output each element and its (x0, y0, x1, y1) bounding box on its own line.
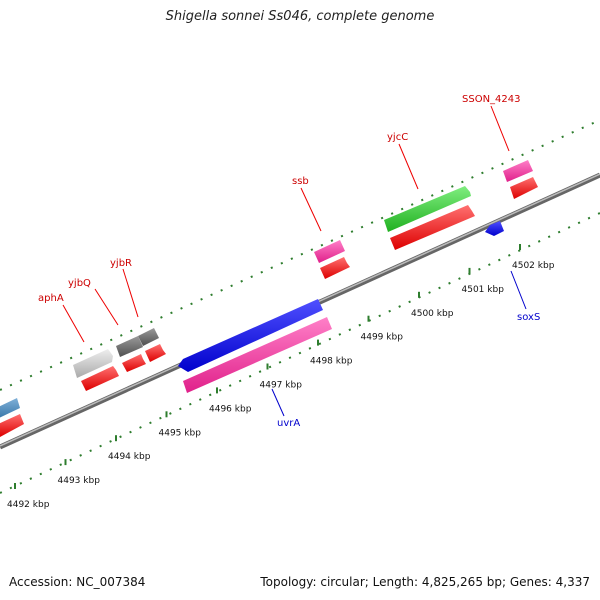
gene-label-soxS: soxS (517, 312, 540, 323)
accession-text: Accession: NC_007384 (9, 575, 146, 589)
feature-arrow-yjcC[interactable] (384, 186, 471, 232)
ruler-label: 4502 kbp (512, 261, 555, 271)
cds-arrow-SSON_4243[interactable] (510, 177, 538, 199)
cds-arrow-yjbQ[interactable] (122, 354, 146, 372)
topology-text: Topology: circular; Length: 4,825,265 bp… (260, 575, 590, 589)
gene-label-uvrA: uvrA (277, 418, 300, 429)
ruler-label: 4498 kbp (310, 357, 353, 367)
cds-arrow-edge-left (0, 414, 24, 437)
ruler-label: 4494 kbp (108, 452, 151, 462)
ruler-label: 4500 kbp (411, 309, 454, 319)
reverse-tick-track (0, 212, 600, 494)
feature-arrow-aphA[interactable] (73, 349, 113, 378)
label-leaders (62, 105, 527, 417)
feature-arrow-yjbR[interactable] (138, 328, 159, 346)
ruler-label: 4495 kbp (159, 428, 202, 438)
feature-arrow-soxS[interactable] (485, 221, 504, 236)
cds-arrow-yjbR[interactable] (145, 344, 166, 362)
ruler-label: 4496 kbp (209, 404, 252, 414)
ruler-label: 4501 kbp (462, 285, 505, 295)
cds-arrow-uvrA[interactable] (183, 317, 332, 393)
gene-label-aphA: aphA (38, 293, 64, 304)
feature-arrow-ssb[interactable] (314, 240, 345, 263)
ruler-label: 4499 kbp (361, 333, 404, 343)
cds-arrow-yjcC[interactable] (390, 205, 475, 250)
ruler-label: 4497 kbp (260, 381, 303, 391)
gene-label-SSON_4243: SSON_4243 (462, 94, 521, 105)
gene-label-yjcC: yjcC (387, 132, 408, 143)
ruler-label: 4493 kbp (58, 476, 101, 486)
feature-arrow-edge-left (0, 398, 20, 418)
gene-label-yjbQ: yjbQ (68, 278, 91, 289)
ruler-major-ticks (14, 244, 521, 489)
gene-labels: aphA yjbQ yjbR ssb yjcC SSON_4243 uvrA s… (38, 94, 540, 429)
ruler-labels: 4492 kbp 4493 kbp 4494 kbp 4495 kbp 4496 kbp… (7, 261, 555, 510)
feature-arrow-yjbQ[interactable] (116, 336, 143, 357)
feature-arrow-SSON_4243[interactable] (503, 160, 533, 182)
ruler-label: 4492 kbp (7, 500, 50, 510)
cds-arrow-ssb[interactable] (320, 257, 350, 279)
cds-arrow-aphA[interactable] (81, 366, 119, 391)
gene-label-ssb: ssb (292, 176, 309, 187)
feature-arrow-uvrA[interactable] (178, 299, 323, 372)
gene-label-yjbR: yjbR (110, 258, 132, 269)
map-title: Shigella sonnei Ss046, complete genome (165, 9, 435, 24)
